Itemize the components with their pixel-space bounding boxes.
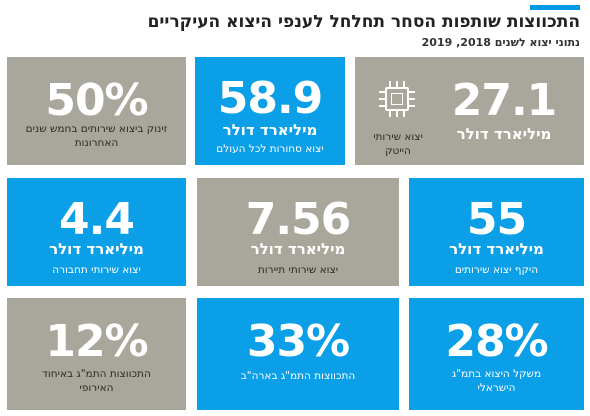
tile-description: יצוא שירותי תיירות [257, 264, 339, 276]
tile-unit: מיליארד דולר [456, 125, 552, 143]
tile-number: 55 [466, 194, 527, 245]
tile-description: התכווצות התמ"ג באיחוד האירופי [42, 368, 151, 394]
tile-tourism-services: 7.56 מיליארד דולר יצוא שירותי תיירות [197, 178, 399, 286]
tile-description: יצוא שירותי תחבורה [52, 264, 141, 276]
tile-number: 7.56 [245, 194, 352, 245]
tile-hitech-services: יצוא שירותי הייטק 27.1 מיליארד דולר [355, 57, 584, 165]
tile-unit: מיליארד דולר [250, 240, 346, 258]
tile-goods-export: 58.9 מיליארד דולר יצוא סחורות לכל העולם [195, 57, 345, 165]
tile-description: יצוא סחורות לכל העולם [216, 143, 324, 155]
tile-transport-services: 4.4 מיליארד דולר יצוא שירותי תחבורה [7, 178, 186, 286]
tile-description: התכווצות התמ"ג בארה"ב [240, 370, 356, 382]
page-subtitle: נתוני יצוא לשנים 2018, 2019 [421, 36, 580, 49]
tile-description: משקל היצוא בתמ"ג הישראלי [451, 368, 542, 394]
tile-side-label: יצוא שירותי הייטק [373, 131, 423, 157]
tile-unit: מיליארד דולר [222, 121, 318, 139]
tile-description: זינוק ביצוא שירותים בחמש שנים האחרונות [25, 123, 168, 149]
tile-number: 12% [45, 316, 148, 367]
tile-unit: מיליארד דולר [49, 240, 144, 258]
tile-export-gdp-share: 28% משקל היצוא בתמ"ג הישראלי [409, 298, 584, 410]
tile-description: היקף יצוא שירותים [454, 264, 539, 276]
accent-bar [530, 5, 580, 10]
tile-unit: מיליארד דולר [449, 240, 544, 258]
tile-number: 27.1 [451, 75, 558, 126]
microchip-icon [377, 79, 417, 119]
tile-eu-gdp-contraction: 12% התכווצות התמ"ג באיחוד האירופי [7, 298, 186, 410]
tile-number: 33% [246, 316, 350, 367]
page-title: התכווצות שותפות הסחר תחלחל לענפי היצוא ה… [147, 12, 580, 32]
tile-number: 28% [445, 316, 548, 367]
tile-us-gdp-contraction: 33% התכווצות התמ"ג בארה"ב [197, 298, 399, 410]
tile-number: 4.4 [59, 194, 135, 245]
tile-number: 50% [45, 75, 148, 126]
tile-services-growth: 50% זינוק ביצוא שירותים בחמש שנים האחרונ… [7, 57, 186, 165]
tile-services-volume: 55 מיליארד דולר היקף יצוא שירותים [409, 178, 584, 286]
tile-number: 58.9 [217, 73, 324, 124]
